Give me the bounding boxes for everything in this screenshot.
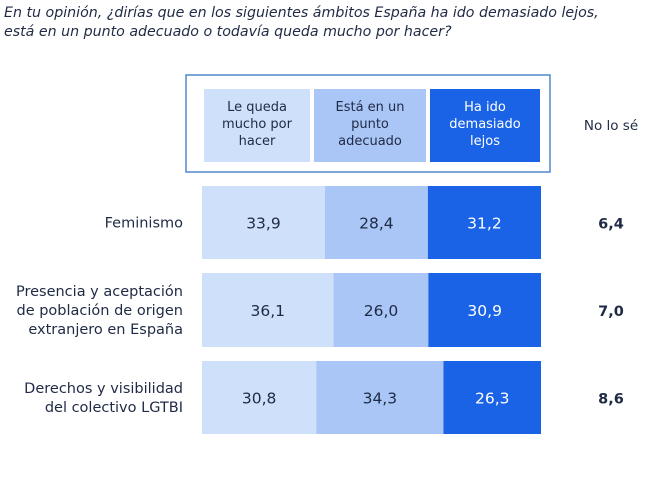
chart-title: En tu opinión, ¿dirías que en los siguie… bbox=[4, 4, 654, 42]
legend-swatch-1 bbox=[204, 89, 310, 162]
data-label-r1-s2: 28,4 bbox=[359, 215, 394, 233]
data-label-r2-s3: 30,9 bbox=[467, 302, 502, 320]
bar-segment-r2-s2 bbox=[333, 273, 429, 347]
title-line-1: En tu opinión, ¿dirías que en los siguie… bbox=[4, 5, 599, 21]
data-label-r3-s2: 34,3 bbox=[363, 390, 398, 408]
no-lo-se-value-1: 6,4 bbox=[598, 217, 624, 233]
title-line-2: está en un punto adecuado o todavía qued… bbox=[4, 24, 452, 40]
legend-swatch-3 bbox=[430, 89, 540, 162]
legend-frame bbox=[185, 74, 551, 173]
category-label-1: Feminismo bbox=[105, 216, 184, 232]
bars: 33,9 28,4 31,2 36,1 26,0 30,9 30,8 34,3 26,3 bbox=[202, 186, 541, 434]
bar-segment-r2-s3 bbox=[428, 273, 541, 347]
no-lo-se-value-2: 7,0 bbox=[598, 304, 624, 320]
data-label-r3-s1: 30,8 bbox=[242, 390, 277, 408]
data-label-r2-s2: 26,0 bbox=[364, 302, 399, 320]
bar-segment-r3-s1 bbox=[202, 361, 317, 434]
bar-segment-r1-s3 bbox=[427, 186, 541, 259]
category-label-3: Derechos y visibilidad del colectivo LGTB… bbox=[24, 381, 183, 416]
bar-segment-r1-s1 bbox=[202, 186, 325, 259]
bar-segment-r3-s2 bbox=[316, 361, 444, 434]
data-label-r1-s3: 31,2 bbox=[467, 215, 502, 233]
bar-segment-r2-s1 bbox=[202, 273, 334, 347]
legend-swatch-2 bbox=[314, 89, 426, 162]
legend-label-3: Ha ido demasiado lejos bbox=[449, 100, 520, 149]
data-label-r1-s1: 33,9 bbox=[246, 215, 281, 233]
category-labels: Feminismo Presencia y aceptación de poblac… bbox=[16, 216, 183, 417]
bar-segment-r3-s3 bbox=[443, 361, 541, 434]
category-label-2: Presencia y aceptación de población de or… bbox=[16, 284, 183, 338]
bar-segment-r1-s2 bbox=[324, 186, 428, 259]
no-lo-se-header: No lo sé bbox=[584, 118, 638, 134]
no-lo-se-column: 6,4 7,0 8,6 bbox=[598, 217, 624, 408]
legend-label-2: Está en un punto adecuado bbox=[335, 100, 404, 149]
legend-label-1: Le queda mucho por hacer bbox=[222, 100, 293, 149]
data-label-r2-s1: 36,1 bbox=[251, 302, 286, 320]
no-lo-se-value-3: 8,6 bbox=[598, 392, 624, 408]
legend: Le queda mucho por hacer Está en un punto ade… bbox=[185, 74, 638, 173]
data-label-r3-s3: 26,3 bbox=[475, 390, 510, 408]
